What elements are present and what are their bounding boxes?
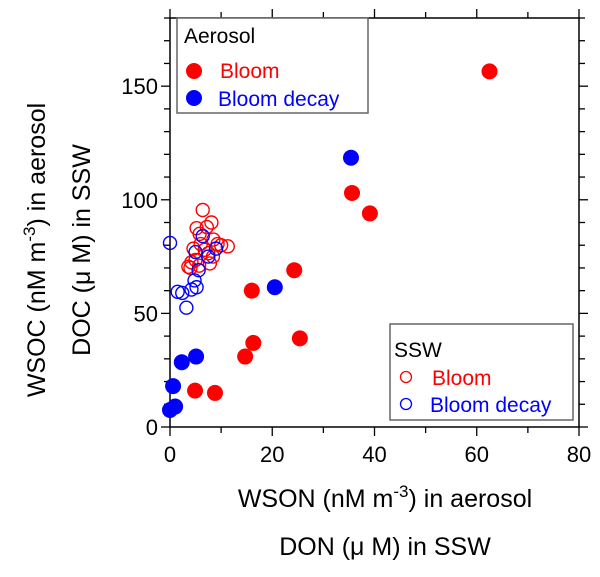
legend-ssw: SSW Bloom Bloom decay	[389, 323, 574, 421]
data-point	[208, 241, 224, 256]
x-tick-label: 20	[260, 442, 284, 467]
data-point	[181, 259, 196, 275]
legend-ssw-bloom-marker	[399, 370, 413, 384]
data-point	[162, 401, 178, 418]
legend-aerosol-box	[176, 17, 369, 114]
data-point	[195, 202, 210, 218]
series-ssw-bloom-decay	[162, 228, 224, 315]
x-axis-title-main: WSON (nM m	[238, 485, 394, 513]
y-axis-title-line2: DOC (μ M) in SSW	[68, 144, 96, 356]
series-aerosol-bloom	[187, 63, 498, 401]
data-point	[220, 239, 235, 254]
x-tick-label: 80	[567, 442, 591, 467]
data-point	[243, 282, 260, 299]
data-point	[165, 378, 182, 395]
data-point	[245, 334, 262, 351]
data-point	[184, 255, 199, 270]
data-point	[173, 354, 190, 371]
data-point	[237, 348, 254, 365]
y-axis-title: WSOC (nM m-3) in aerosol DOC (μ M) in SS…	[20, 103, 96, 397]
legend-ssw-title: SSW	[394, 339, 442, 362]
data-point	[204, 215, 219, 230]
data-point	[481, 63, 498, 80]
data-point	[191, 258, 207, 273]
y-axis-title-main: WSOC (nM m	[23, 242, 51, 398]
y-tick-label: 0	[146, 415, 158, 440]
x-tick-label: 40	[362, 442, 386, 467]
x-axis-title-line2: DON (μ M) in SSW	[279, 533, 491, 561]
x-axis-title-line1: WSON (nM m-3) in aerosol	[238, 482, 532, 513]
data-points	[162, 63, 498, 418]
data-point	[179, 300, 194, 315]
legend-ssw-bloom-decay-marker	[399, 397, 413, 411]
legend-aerosol-bloom-marker	[186, 63, 202, 79]
data-point	[186, 241, 201, 256]
y-tick-label: 100	[121, 188, 158, 213]
legend-aerosol-bloom-decay-label: Bloom decay	[218, 88, 340, 111]
data-point	[361, 205, 378, 222]
y-axis-title-end: ) in aerosol	[23, 103, 51, 227]
data-point	[206, 232, 221, 247]
series-ssw-bloom	[181, 202, 235, 276]
y-axis-title-line1: WSOC (nM m-3) in aerosol	[20, 103, 51, 397]
data-point	[187, 382, 204, 399]
data-point	[191, 263, 206, 278]
series-aerosol-bloom-decay	[162, 149, 359, 418]
y-tick-label: 50	[134, 301, 158, 326]
legend-aerosol-bloom-decay-marker	[186, 90, 202, 106]
data-point	[266, 279, 283, 296]
legend-ssw-bloom-label: Bloom	[432, 367, 492, 390]
data-point	[184, 282, 199, 297]
data-point	[291, 330, 308, 347]
x-tick-label: 60	[465, 442, 489, 467]
data-point	[175, 285, 190, 301]
legend-aerosol: Aerosol Bloom Bloom decay	[176, 17, 369, 114]
data-point	[195, 228, 210, 244]
legend-ssw-bloom-decay-label: Bloom decay	[430, 394, 552, 417]
data-point	[344, 184, 361, 201]
tick-labels: 0 20 40 60 80 0 50 100 150	[121, 74, 591, 467]
legend-aerosol-title: Aerosol	[184, 25, 255, 48]
y-tick-label: 150	[121, 74, 158, 99]
data-point	[187, 273, 202, 288]
y-axis-title-sup: -3	[20, 227, 39, 242]
x-tick-label: 0	[164, 442, 176, 467]
data-point	[183, 260, 198, 276]
legend-ssw-box	[389, 323, 574, 421]
data-point	[197, 242, 212, 257]
data-point	[342, 149, 359, 166]
x-axis-title-sup: -3	[393, 482, 408, 501]
axis-ticks	[161, 9, 588, 436]
data-point	[201, 249, 216, 264]
data-point	[206, 384, 223, 401]
data-point	[188, 244, 203, 260]
data-point	[286, 262, 303, 279]
data-point	[162, 235, 178, 251]
data-point	[170, 284, 185, 300]
data-point	[192, 226, 207, 242]
data-point	[202, 256, 218, 271]
x-axis-title-end: ) in aerosol	[409, 485, 533, 513]
legend-aerosol-bloom-label: Bloom	[220, 60, 280, 83]
data-point	[188, 348, 205, 365]
